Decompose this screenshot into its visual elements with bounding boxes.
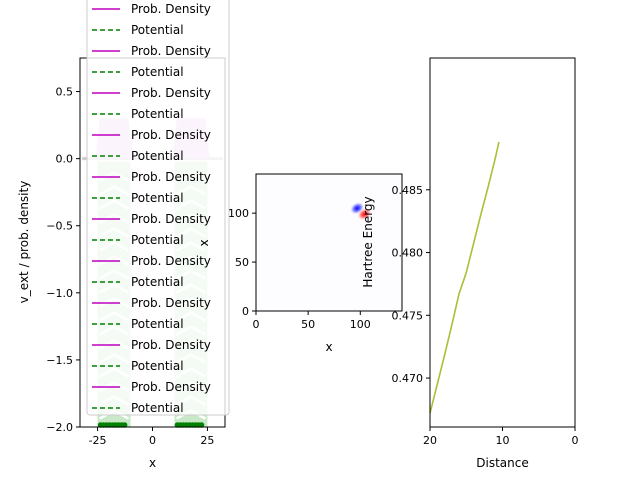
p1-xtick-label: 0: [149, 434, 156, 447]
p1-legend-label: Prob. Density: [131, 44, 211, 58]
p1-ytick-label: −0.5: [46, 220, 73, 233]
wavefunction-heatmap-panel: 0 50 100 0 50 100 x x: [197, 173, 403, 354]
p3-axes-frame: [429, 57, 576, 428]
p2-ylabel: x: [197, 239, 211, 246]
p1-legend-label: Prob. Density: [131, 296, 211, 310]
p1-legend-label: Potential: [131, 401, 184, 415]
p1-legend-label: Potential: [131, 359, 184, 373]
p3-ytick-label: 0.475: [392, 309, 424, 322]
p1-ytick-label: −1.5: [46, 354, 73, 367]
p2-ytick-label: 50: [235, 256, 249, 269]
p1-legend-label: Prob. Density: [131, 2, 211, 16]
p1-legend-label: Prob. Density: [131, 380, 211, 394]
p1-legend-label: Prob. Density: [131, 128, 211, 142]
p3-yticks: 0.470 0.475 0.480 0.485: [392, 184, 430, 385]
p1-legend-label: Potential: [131, 191, 184, 205]
p1-ytick-label: 0.0: [56, 153, 74, 166]
p1-legend: Prob. Density Potential Prob. Density Poten…: [86, 0, 230, 416]
p2-xlabel: x: [325, 340, 332, 354]
p1-legend-label: Potential: [131, 149, 184, 163]
p2-blob-positive: [356, 207, 373, 221]
p1-well-bottom-marker: [121, 422, 128, 428]
p2-ytick-label: 0: [242, 305, 249, 318]
p3-ylabel: Hartree Energy: [361, 196, 375, 287]
p1-legend-label: Potential: [131, 233, 184, 247]
p2-yticks: 0 50 100: [228, 207, 256, 318]
p1-ytick-label: 0.5: [56, 86, 74, 99]
p1-xtick-label: 25: [200, 434, 214, 447]
p1-ytick-label: −1.0: [46, 287, 73, 300]
p3-xlabel: Distance: [476, 456, 528, 470]
p3-ytick-label: 0.470: [392, 372, 424, 385]
p1-legend-label: Prob. Density: [131, 338, 211, 352]
p1-legend-label: Prob. Density: [131, 212, 211, 226]
p2-marks: [349, 201, 373, 221]
p2-heatmap-background: [256, 174, 402, 311]
p2-ytick-label: 100: [228, 207, 249, 220]
p1-legend-label: Potential: [131, 317, 184, 331]
p2-xtick-label: 100: [350, 318, 371, 331]
p3-ytick-label: 0.485: [392, 184, 424, 197]
p2-xticks: 0 50 100: [253, 311, 371, 331]
p1-yticks: 0.5 0.0 −0.5 −1.0 −1.5 −2.0: [46, 86, 80, 434]
p3-energy-line: [429, 141, 500, 414]
p1-legend-label: Prob. Density: [131, 170, 211, 184]
p3-xtick-label: 10: [496, 434, 510, 447]
p3-marks: [429, 141, 500, 414]
p1-legend-label: Potential: [131, 23, 184, 37]
p1-well-bottom-marker: [198, 422, 205, 428]
hartree-energy-panel: 20 10 0 0.470 0.475 0.480 0.485 Distance Hart…: [361, 57, 579, 470]
p1-ylabel: v_ext / prob. density: [17, 181, 31, 304]
p3-ytick-label: 0.480: [392, 247, 424, 260]
p1-xlabel: x: [149, 456, 156, 470]
p2-xtick-label: 0: [253, 318, 260, 331]
p2-xtick-label: 50: [301, 318, 315, 331]
p1-xticks: -25 0 25: [89, 427, 214, 447]
p3-xtick-label: 0: [572, 434, 579, 447]
p1-legend-box: [86, 0, 230, 416]
p3-xticks: 20 10 0: [423, 427, 579, 447]
p3-xtick-label: 20: [423, 434, 437, 447]
p1-legend-label: Prob. Density: [131, 86, 211, 100]
p1-legend-label: Potential: [131, 275, 184, 289]
p1-xtick-label: -25: [89, 434, 107, 447]
p1-legend-label: Prob. Density: [131, 254, 211, 268]
p1-legend-label: Potential: [131, 65, 184, 79]
p1-ytick-label: −2.0: [46, 421, 73, 434]
p1-legend-label: Potential: [131, 107, 184, 121]
potential-density-panel: -25 0 25 0.5 0.0 −0.5 −1.0 −1.5 −2.0 x v_ext / …: [17, 0, 230, 470]
p2-axes-frame: [255, 173, 403, 312]
